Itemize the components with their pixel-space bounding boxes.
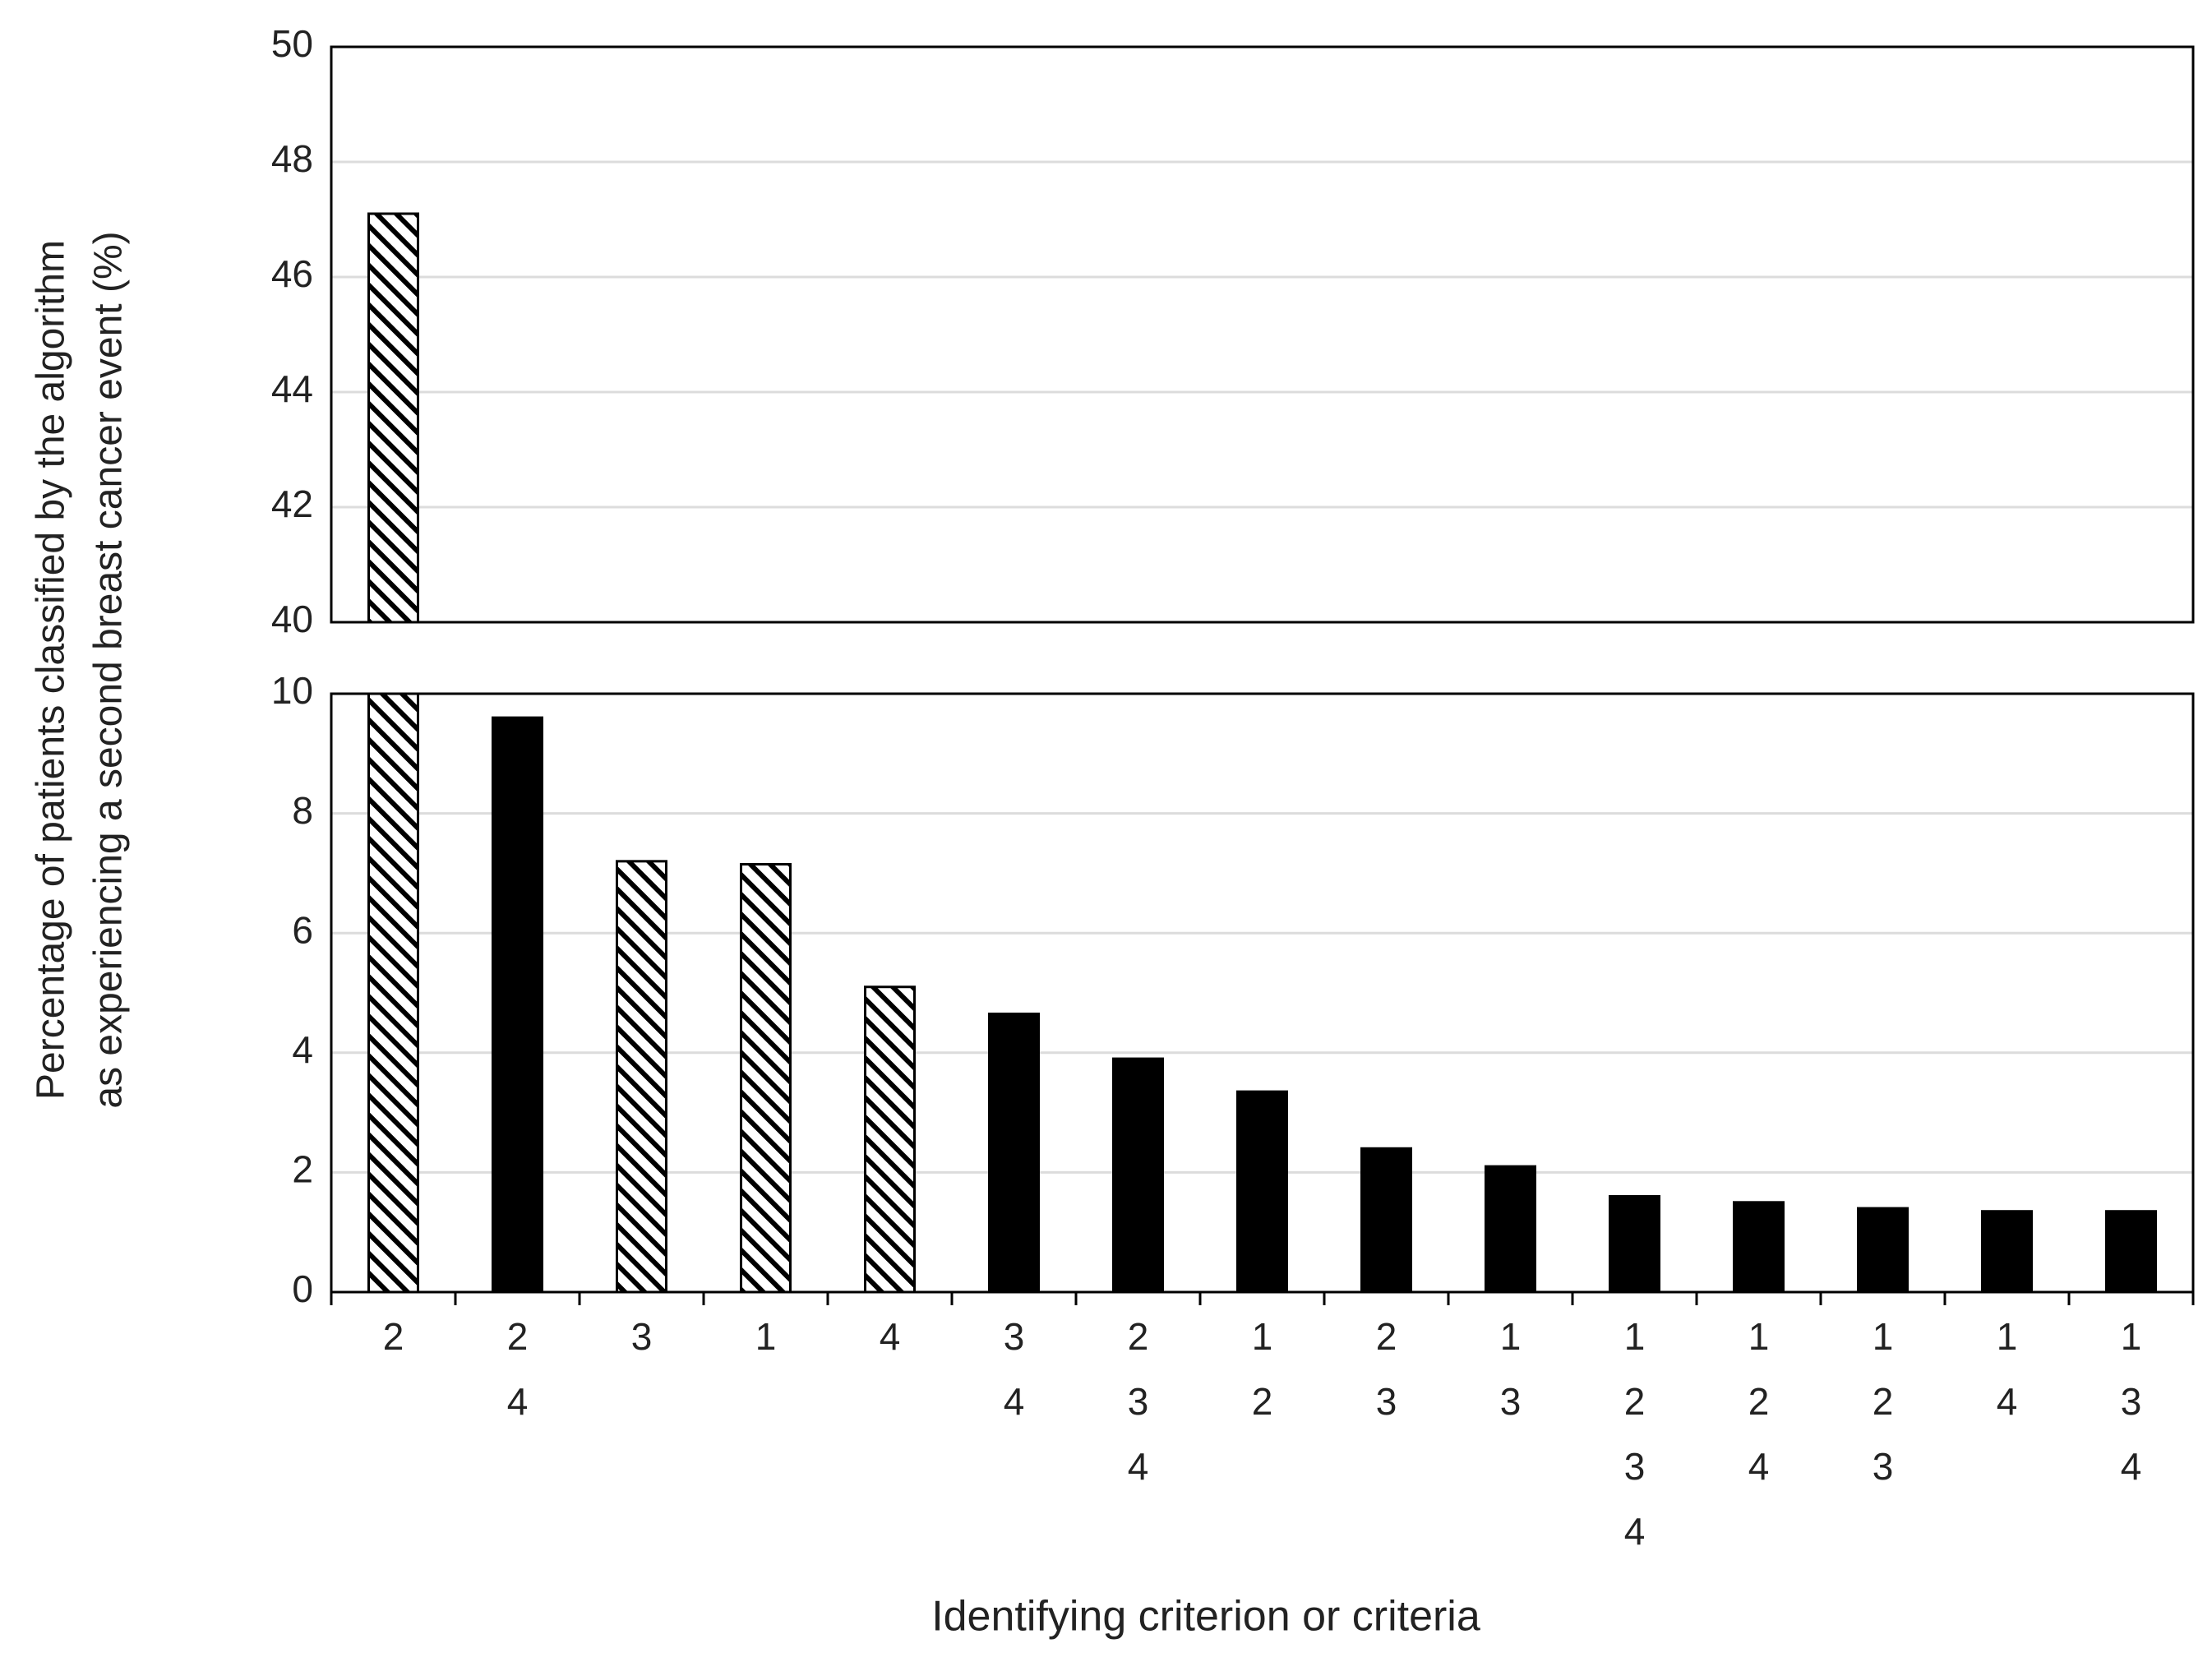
plot-frame (330, 45, 2195, 624)
x-tick-label: 2 (383, 1315, 404, 1358)
x-tick-label: 3 (1128, 1380, 1149, 1423)
y-tick-label: 42 (271, 482, 313, 525)
bar (1485, 1165, 1536, 1294)
bar (1360, 1147, 1412, 1294)
bar (1236, 1090, 1288, 1294)
x-tick-label: 4 (1624, 1510, 1646, 1553)
x-tick-label: 1 (755, 1315, 777, 1358)
x-tick-label: 3 (631, 1315, 653, 1358)
x-tick-label: 3 (1376, 1380, 1397, 1423)
x-tick-label: 3 (2121, 1380, 2142, 1423)
y-axis-title: Percentage of patients classified by the… (30, 240, 73, 1100)
x-tick-label: 2 (507, 1315, 529, 1358)
x-tick-label: 3 (1624, 1445, 1646, 1488)
x-tick-label: 2 (1748, 1380, 1770, 1423)
bar (2105, 1210, 2157, 1294)
bar (1112, 1057, 1164, 1294)
x-tick-label: 1 (1500, 1315, 1522, 1358)
y-tick-label: 44 (271, 367, 313, 410)
y-tick-label: 48 (271, 137, 313, 180)
x-tick-label: 3 (1004, 1315, 1025, 1358)
x-tick-label: 1 (1748, 1315, 1770, 1358)
x-tick-label: 4 (1004, 1380, 1025, 1423)
bar (740, 862, 792, 1294)
plot-frame (330, 692, 2195, 1294)
y-tick-label: 8 (292, 789, 313, 832)
bar (988, 1012, 1040, 1294)
bar (616, 860, 667, 1294)
bar (1857, 1207, 1909, 1294)
y-tick-label: 4 (292, 1028, 313, 1071)
x-tick-label: 2 (1252, 1380, 1273, 1423)
x-tick-label: 1 (1252, 1315, 1273, 1358)
bar (1733, 1201, 1785, 1294)
x-tick-label: 4 (507, 1380, 529, 1423)
y-tick-label: 46 (271, 252, 313, 295)
bar (1981, 1210, 2033, 1294)
x-tick-label: 1 (1997, 1315, 2018, 1358)
bar (367, 694, 419, 1294)
bar (367, 212, 419, 624)
x-tick-label: 4 (2121, 1445, 2142, 1488)
bar (492, 716, 543, 1294)
bar (1609, 1195, 1660, 1294)
x-tick-label: 2 (1376, 1315, 1397, 1358)
x-tick-label: 4 (1748, 1445, 1770, 1488)
y-axis-title: as experiencing a second breast cancer e… (87, 231, 131, 1108)
x-tick-label: 4 (1128, 1445, 1149, 1488)
x-tick-label: 4 (1997, 1380, 2018, 1423)
y-tick-label: 0 (292, 1267, 313, 1310)
y-tick-label: 2 (292, 1148, 313, 1191)
y-tick-label: 50 (271, 22, 313, 65)
y-tick-label: 10 (271, 669, 313, 712)
y-tick-label: 40 (271, 598, 313, 640)
x-tick-label: 1 (2121, 1315, 2142, 1358)
bar (864, 986, 916, 1294)
x-tick-label: 2 (1128, 1315, 1149, 1358)
x-tick-label: 2 (1624, 1380, 1646, 1423)
y-tick-label: 6 (292, 908, 313, 951)
x-tick-label: 3 (1873, 1445, 1894, 1488)
x-tick-label: 4 (880, 1315, 901, 1358)
x-tick-label: 3 (1500, 1380, 1522, 1423)
x-tick-label: 2 (1873, 1380, 1894, 1423)
x-tick-label: 1 (1624, 1315, 1646, 1358)
x-axis-title: Identifying criterion or criteria (931, 1593, 1480, 1641)
x-tick-label: 1 (1873, 1315, 1894, 1358)
